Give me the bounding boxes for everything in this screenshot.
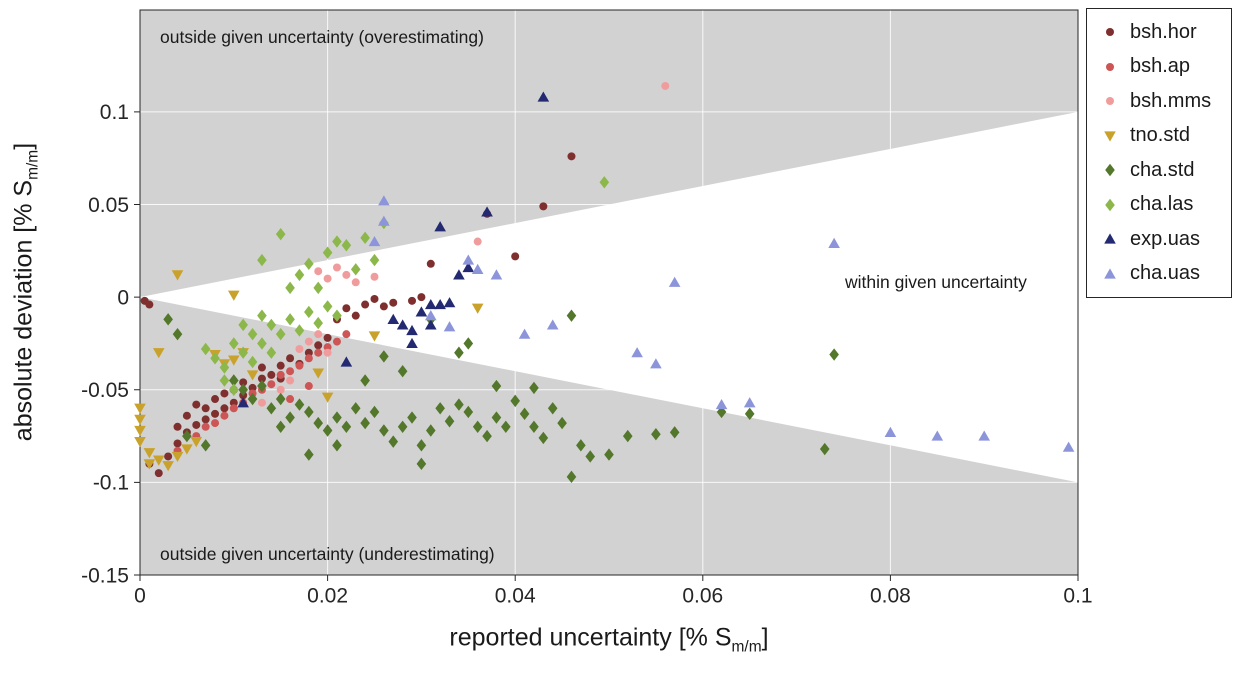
series-tno.std bbox=[134, 270, 484, 472]
legend-item-bsh.hor: bsh.hor bbox=[1087, 15, 1231, 50]
x-tick-label: 0 bbox=[134, 584, 146, 607]
triangle-up-marker-icon bbox=[1104, 268, 1116, 279]
series-exp.uas bbox=[237, 91, 550, 408]
region-underestimating bbox=[140, 297, 1078, 575]
legend-label: cha.las bbox=[1130, 193, 1194, 216]
series-cha.las bbox=[200, 176, 610, 396]
legend: bsh.hor bsh.ap bsh.mms tno.std cha.std cha.la… bbox=[1086, 8, 1232, 298]
x-tick-label: 0.04 bbox=[495, 584, 536, 607]
x-axis-label: reported uncertainty [% Sm/m] bbox=[449, 623, 769, 656]
legend-item-exp.uas: exp.uas bbox=[1087, 222, 1231, 257]
legend-label: cha.uas bbox=[1130, 262, 1201, 285]
annotation-underestimating: outside given uncertainty (underestimati… bbox=[160, 544, 495, 564]
circle-marker-icon bbox=[1106, 97, 1114, 106]
x-tick-label: 0.02 bbox=[307, 584, 348, 607]
circle-marker-icon bbox=[1106, 28, 1114, 37]
x-tick-label: 0.1 bbox=[1063, 584, 1092, 607]
legend-label: bsh.mms bbox=[1130, 89, 1212, 112]
region-overestimating bbox=[140, 10, 1078, 298]
triangle-up-marker-icon bbox=[1104, 233, 1116, 244]
y-tick-label: 0 bbox=[117, 286, 129, 309]
legend-label: exp.uas bbox=[1130, 227, 1201, 250]
y-tick-label: 0.1 bbox=[100, 101, 129, 124]
legend-item-cha.las: cha.las bbox=[1087, 188, 1231, 223]
diamond-marker-icon bbox=[1105, 198, 1115, 211]
x-tick-label: 0.06 bbox=[682, 584, 723, 607]
annotation-within: within given uncertainty bbox=[845, 272, 1027, 292]
axes-frame bbox=[139, 9, 1079, 576]
y-tick-label: -0.05 bbox=[81, 379, 129, 402]
triangle-down-marker-icon bbox=[1104, 131, 1116, 142]
series-bsh.mms bbox=[257, 81, 670, 407]
y-tick-label: -0.15 bbox=[81, 564, 129, 587]
legend-item-cha.uas: cha.uas bbox=[1087, 257, 1231, 292]
y-axis-label: absolute deviation [% Sm/m] bbox=[9, 142, 42, 442]
series-bsh.ap bbox=[173, 330, 351, 455]
legend-item-cha.std: cha.std bbox=[1087, 153, 1231, 188]
series-cha.uas bbox=[368, 195, 1075, 452]
legend-item-bsh.ap: bsh.ap bbox=[1087, 50, 1231, 85]
x-tick-label: 0.08 bbox=[870, 584, 911, 607]
circle-marker-icon bbox=[1106, 62, 1114, 71]
legend-item-tno.std: tno.std bbox=[1087, 119, 1231, 154]
legend-item-bsh.mms: bsh.mms bbox=[1087, 84, 1231, 119]
y-tick-label: -0.1 bbox=[93, 472, 129, 495]
legend-label: cha.std bbox=[1130, 158, 1195, 181]
y-tick-label: 0.05 bbox=[88, 194, 129, 217]
annotation-overestimating: outside given uncertainty (overestimatin… bbox=[160, 27, 484, 47]
diamond-marker-icon bbox=[1105, 164, 1115, 177]
legend-label: tno.std bbox=[1130, 124, 1191, 147]
legend-label: bsh.hor bbox=[1130, 20, 1197, 43]
legend-label: bsh.ap bbox=[1130, 55, 1191, 78]
